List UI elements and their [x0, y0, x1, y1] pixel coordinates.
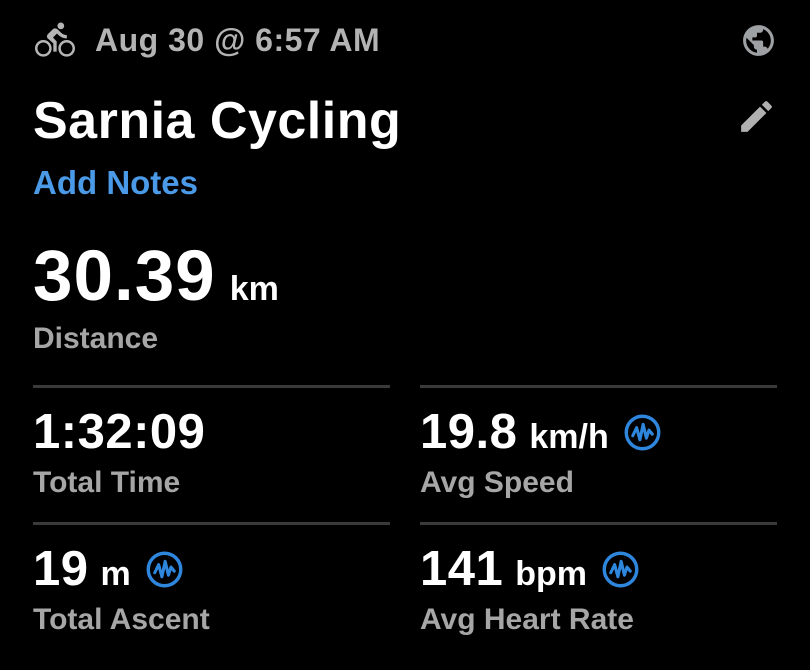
activity-date: Aug 30 @ 6:57 AM: [95, 21, 381, 58]
globe-icon: [740, 22, 777, 59]
avg-heart-rate-value-row: 141 bpm: [420, 543, 777, 595]
avg-heart-rate-chart-button[interactable]: [601, 550, 640, 589]
edit-title-button[interactable]: [736, 96, 777, 137]
avg-speed-stat: 19.8 km/h Avg Speed: [420, 385, 777, 522]
total-time-value-row: 1:32:09: [33, 406, 390, 458]
cycling-icon: [33, 20, 77, 60]
avg-speed-value-row: 19.8 km/h: [420, 406, 777, 458]
avg-speed-unit: km/h: [529, 418, 609, 456]
distance-value: 30.39: [33, 237, 216, 316]
avg-heart-rate-value: 141: [420, 542, 504, 596]
waveform-chart-icon: [601, 550, 640, 589]
total-ascent-value-row: 19 m: [33, 543, 390, 595]
stats-grid: 1:32:09 Total Time 19.8 km/h Avg Sp: [33, 385, 777, 659]
title-row: Sarnia Cycling: [33, 94, 777, 148]
total-ascent-chart-button[interactable]: [145, 550, 184, 589]
total-ascent-value: 19: [33, 542, 89, 596]
distance-stat: 30.39 km Distance: [33, 240, 777, 356]
total-ascent-unit: m: [100, 555, 131, 593]
total-time-stat: 1:32:09 Total Time: [33, 385, 390, 522]
avg-speed-chart-button[interactable]: [623, 413, 662, 452]
add-notes-link[interactable]: Add Notes: [33, 164, 198, 201]
waveform-chart-icon: [623, 413, 662, 452]
distance-unit: km: [229, 270, 279, 308]
pencil-icon: [736, 96, 777, 137]
avg-heart-rate-stat: 141 bpm Avg Heart Rate: [420, 522, 777, 659]
total-time-label: Total Time: [33, 466, 181, 499]
waveform-chart-icon: [145, 550, 184, 589]
total-ascent-stat: 19 m Total Ascent: [33, 522, 390, 659]
total-time-value: 1:32:09: [33, 405, 206, 459]
privacy-button[interactable]: [740, 22, 777, 59]
avg-speed-value: 19.8: [420, 405, 518, 459]
activity-title: Sarnia Cycling: [33, 92, 402, 150]
distance-value-row: 30.39 km: [33, 240, 777, 314]
avg-speed-label: Avg Speed: [420, 466, 574, 499]
avg-heart-rate-unit: bpm: [515, 555, 588, 593]
avg-heart-rate-label: Avg Heart Rate: [420, 603, 634, 636]
distance-label: Distance: [33, 322, 159, 355]
total-ascent-label: Total Ascent: [33, 603, 210, 636]
header-bar: Aug 30 @ 6:57 AM: [33, 20, 777, 60]
